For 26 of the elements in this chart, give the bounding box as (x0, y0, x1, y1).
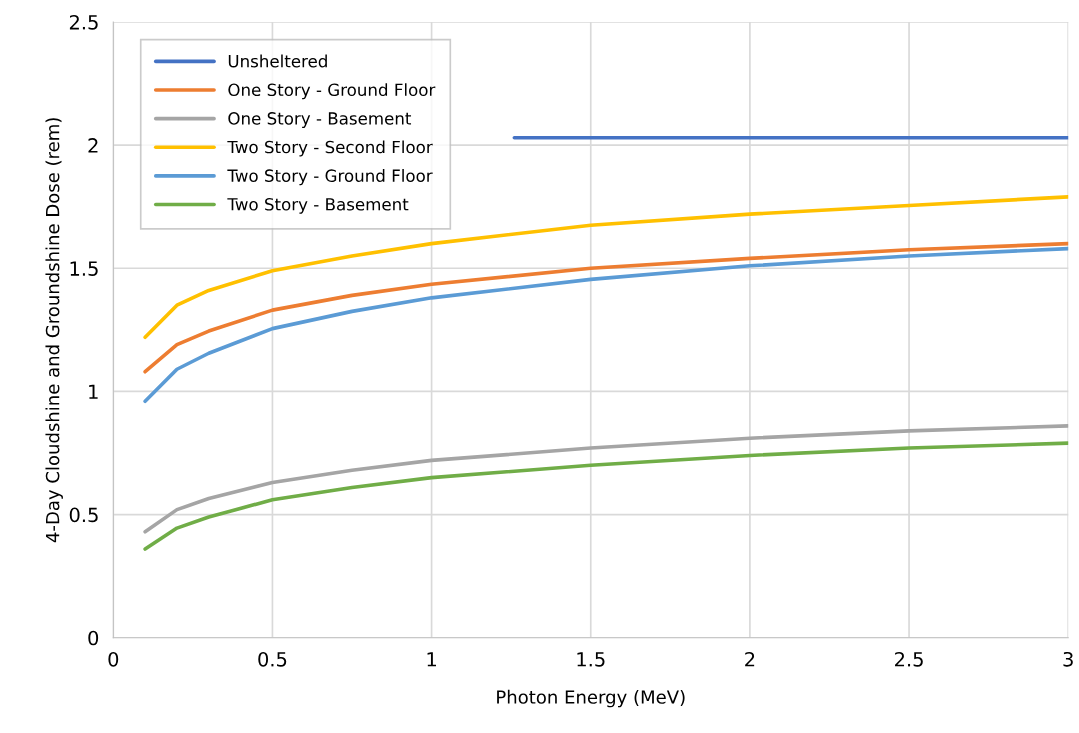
legend-label: Two Story - Basement (227, 198, 409, 214)
legend-label: Unsheltered (228, 54, 327, 68)
y-tick-label: 0.5 (69, 507, 98, 523)
line-series (143, 246, 1069, 404)
legend-label: Two Story - Second Floor (227, 140, 433, 157)
x-tick-label: 3 (1063, 651, 1073, 667)
y-tick-label: 1 (89, 384, 98, 399)
legend-label: Two Story - Ground Floor (227, 169, 433, 186)
x-tick-label: 1 (427, 652, 436, 667)
y-tick-label: 0 (88, 630, 99, 646)
line-series (143, 195, 1069, 340)
line-series (143, 441, 1069, 551)
legend-label: One Story - Ground Floor (228, 83, 436, 100)
x-tick-label: 0 (108, 651, 119, 667)
x-tick-label: 1.5 (577, 652, 605, 667)
x-axis-title: Photon Energy (MeV) (497, 689, 685, 708)
legend-label: One Story - Basement (228, 112, 412, 128)
y-tick-label: 1.5 (70, 261, 98, 276)
line-series (143, 241, 1069, 374)
y-tick-label: 2.5 (69, 14, 98, 30)
line-series (143, 424, 1069, 534)
x-tick-label: 2.5 (895, 651, 923, 667)
x-tick-label: 0.5 (258, 651, 287, 667)
y-tick-label: 2 (88, 138, 98, 153)
x-tick-label: 2 (745, 651, 755, 667)
y-axis-title: 4-Day Cloudshine and Groundshine Dose (rem) (45, 118, 63, 543)
